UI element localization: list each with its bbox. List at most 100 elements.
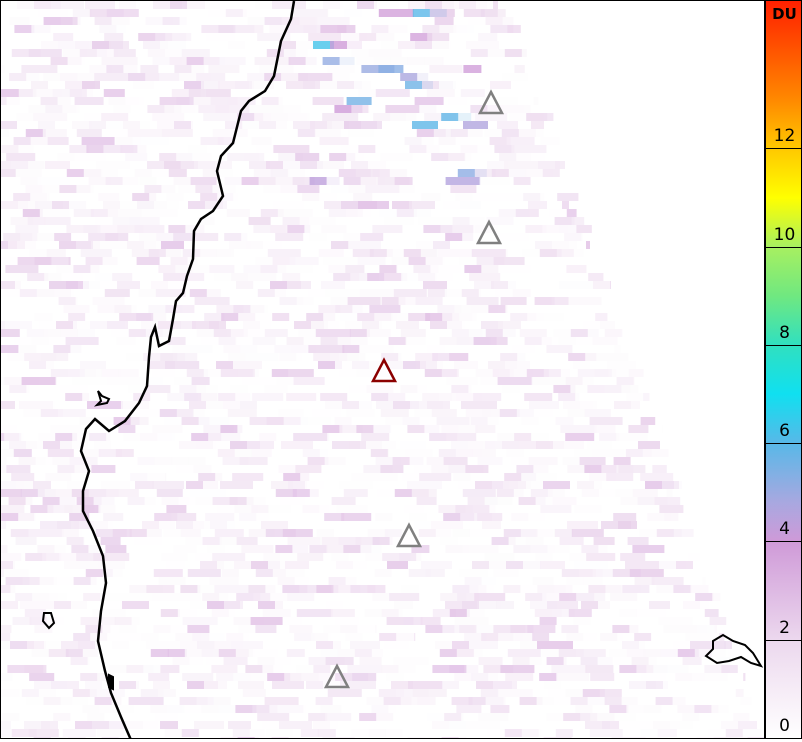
so2-pixel [320,137,349,145]
so2-pixel [386,729,403,737]
so2-pixel [554,585,572,593]
so2-pixel [142,209,159,217]
so2-pixel [418,697,436,705]
so2-pixel [129,697,164,705]
colorbar-tick [766,345,802,346]
so2-pixel [649,657,675,665]
so2-pixel [189,345,212,353]
so2-pixel [316,697,333,705]
so2-pixel [243,689,266,697]
so2-pixel [247,73,264,81]
so2-pixel [155,713,177,721]
so2-pixel [206,713,228,721]
so2-pixel [618,521,637,529]
so2-pixel [454,729,479,737]
so2-pixel [584,577,603,585]
so2-pixel [401,273,418,281]
so2-pixel [53,33,73,41]
so2-pixel [73,377,109,385]
so2-pixel [553,497,577,505]
so2-pixel [125,153,147,161]
so2-pixel [555,529,573,537]
so2-pixel [380,153,412,161]
so2-pixel [267,729,293,737]
so2-pixel [265,329,288,337]
so2-pixel [43,129,67,137]
so2-pixel [102,369,121,377]
colorbar-tick-label: 10 [766,225,802,245]
so2-pixel [298,73,333,81]
so2-pixel [346,465,365,473]
so2-pixel [711,705,730,713]
so2-pixel [680,681,716,689]
so2-pixel [166,505,186,513]
so2-pixel [459,737,480,738]
map-panel[interactable] [0,0,765,739]
so2-pixel [262,721,281,729]
so2-pixel [472,193,491,201]
so2-pixel [93,553,129,561]
so2-pixel [552,297,569,305]
so2-pixel [28,161,47,169]
so2-pixel [449,97,467,105]
so2-pixel [508,281,538,289]
so2-pixel [215,217,244,225]
so2-pixel [105,545,126,553]
so2-pixel [1,457,7,465]
so2-pixel [161,609,180,617]
so2-pixel [174,433,191,441]
so2-pixel [38,177,70,185]
so2-pixel [180,273,204,281]
so2-pixel [353,561,387,569]
so2-pixel [160,665,179,673]
so2-pixel [477,513,502,521]
so2-pixel [434,129,452,137]
so2-pixel [213,129,248,137]
so2-pixel [494,569,519,577]
so2-pixel [393,713,421,721]
so2-pixel [639,641,673,649]
so2-pixel [478,33,497,41]
so2-pixel [278,209,313,217]
so2-pixel [576,649,606,657]
so2-pixel [664,513,678,521]
so2-pixel [305,169,328,177]
so2-pixel [387,561,408,569]
so2-pixel [526,537,544,545]
so2-pixel [636,721,653,729]
so2-pixel [127,297,156,305]
so2-pixel [193,465,211,473]
so2-pixel [548,177,564,185]
so2-pixel [315,129,341,137]
so2-pixel [91,465,115,473]
colorbar-tick-label: 4 [766,519,802,539]
so2-pixel [273,145,309,153]
so2-pixel [478,345,497,353]
so2-pixel [107,9,139,17]
so2-pixel [588,273,603,281]
so2-pixel [463,65,481,73]
so2-pixel [19,401,55,409]
so2-pixel [119,369,139,377]
so2-pixel [463,489,496,497]
so2-pixel [406,337,426,345]
so2-pixel [281,497,305,505]
so2-pixel [712,593,720,601]
so2-pixel [1,305,23,313]
so2-pixel [328,689,362,697]
so2-pixel [112,641,129,649]
so2-pixel [476,57,506,65]
so2-pixel [221,57,246,65]
so2-pixel [641,673,665,681]
so2-pixel [653,665,688,673]
so2-pixel [187,1,220,9]
so2-pixel [206,33,234,41]
so2-pixel [66,337,99,345]
so2-pixel [115,249,133,257]
so2-pixel [287,281,311,289]
so2-pixel [614,713,635,721]
so2-pixel [545,513,562,521]
so2-pixel [402,161,436,169]
so2-pixel [51,1,84,9]
so2-pixel [343,601,366,609]
